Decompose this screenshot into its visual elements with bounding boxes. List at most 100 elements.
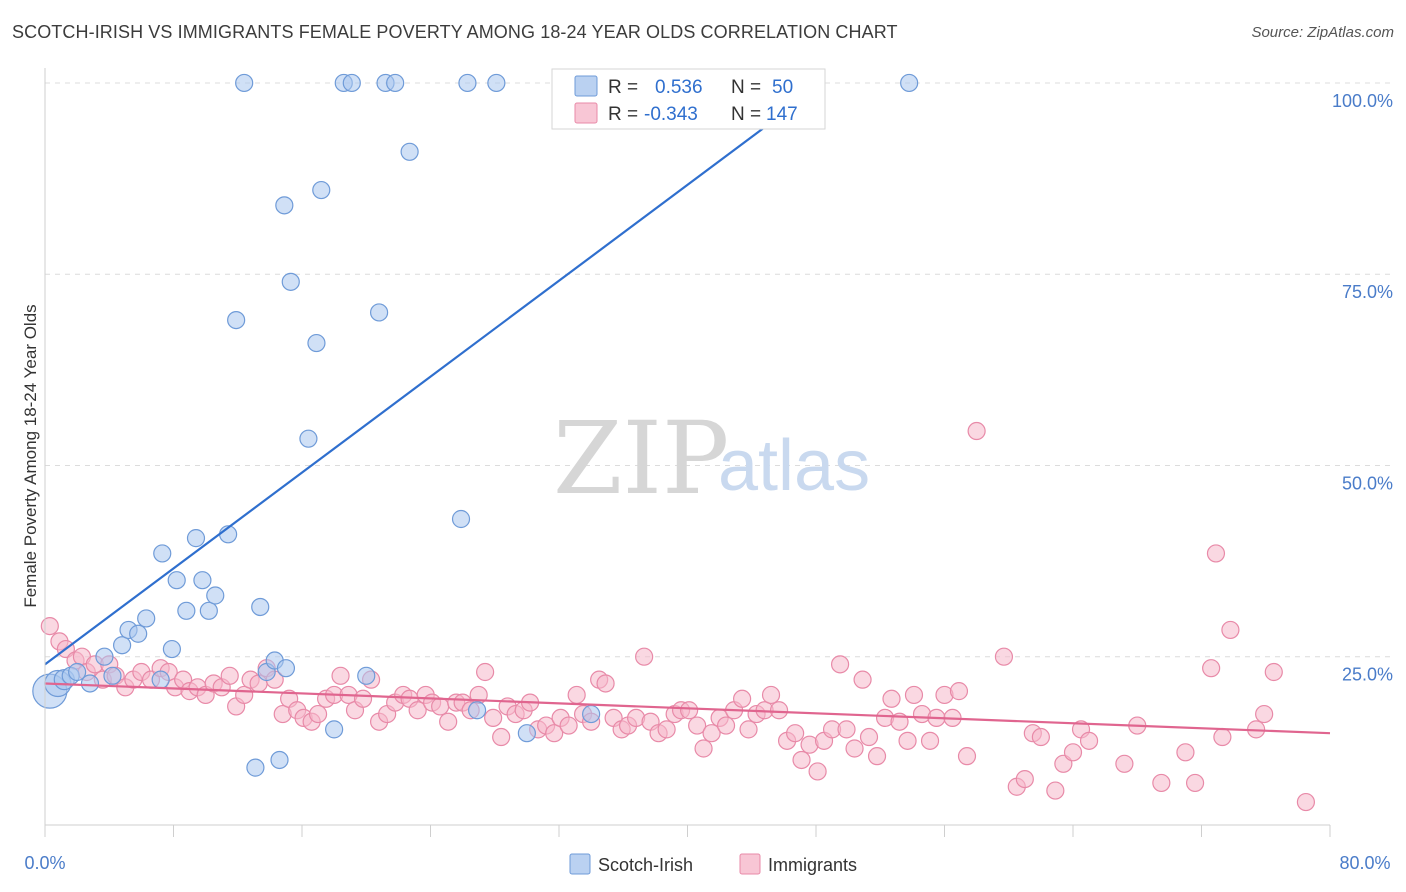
y-tick-label: 25.0% [1342, 665, 1393, 685]
scotch-irish-point [467, 701, 487, 720]
immigrants-point [545, 724, 564, 743]
immigrants-point [808, 762, 827, 781]
immigrants-point [949, 682, 969, 701]
immigrants-point [786, 724, 805, 743]
immigrants-point [733, 689, 752, 708]
immigrants-point [353, 689, 373, 708]
scotch-irish-point [199, 601, 218, 620]
immigrants-point [1015, 769, 1034, 789]
legend-n-value-scotch-irish: 50 [772, 77, 793, 98]
scotch-irish-point [167, 571, 186, 590]
immigrants-point [1255, 704, 1274, 724]
y-tick-label: 50.0% [1342, 473, 1393, 493]
legend-swatch-scotch-irish [574, 75, 598, 97]
immigrants-point [680, 701, 699, 720]
immigrants-point [559, 716, 578, 735]
immigrants-point [439, 712, 458, 731]
scotch-irish-trend-line [44, 82, 825, 666]
immigrants-point [567, 685, 586, 705]
scotch-irish-point [900, 73, 919, 93]
immigrants-point [308, 704, 328, 724]
bottom-legend-label-immigrants: Immigrants [768, 855, 857, 875]
scotch-irish-point [281, 272, 300, 291]
scotch-irish-points [32, 73, 919, 777]
immigrants-point [596, 674, 615, 693]
immigrants-point [845, 739, 864, 758]
immigrants-point [1031, 727, 1050, 747]
immigrants-point [761, 685, 781, 705]
scotch-irish-point [235, 73, 254, 93]
immigrants-trend-line [44, 682, 1331, 735]
immigrants-point [837, 720, 856, 739]
legend-n-label-immigrants: N = [731, 104, 761, 125]
scotch-irish-point [151, 670, 170, 689]
immigrants-point [1206, 544, 1226, 563]
immigrants-point [859, 727, 879, 747]
y-tick-label: 75.0% [1342, 282, 1393, 302]
immigrants-point [702, 724, 721, 743]
scotch-irish-point [370, 303, 389, 322]
immigrants-point [476, 662, 495, 682]
scotch-irish-point [357, 666, 376, 685]
scotch-irish-point [137, 609, 156, 628]
watermark-zip: ZIP [553, 400, 729, 517]
immigrants-point [1202, 659, 1221, 678]
scotch-irish-point [227, 311, 246, 330]
chart-source: Source: ZipAtlas.com [1251, 24, 1394, 41]
legend-n-value-immigrants: 147 [766, 104, 798, 125]
immigrants-point [431, 697, 450, 716]
immigrants-point [904, 685, 924, 705]
scotch-irish-point [251, 597, 270, 617]
trend-lines [44, 82, 1331, 735]
immigrants-point [1185, 773, 1205, 793]
immigrants-point [235, 685, 254, 705]
legend-r-value-scotch-irish: 0.536 [655, 77, 703, 98]
immigrants-point [1213, 727, 1232, 747]
immigrants-point [1176, 743, 1195, 762]
immigrants-point [967, 421, 986, 441]
series-legend: Scotch-Irish Immigrants [569, 853, 857, 875]
scotch-irish-point [153, 544, 172, 563]
scotch-irish-point [246, 758, 265, 777]
scotch-irish-point [193, 571, 212, 590]
scotch-irish-point [400, 142, 419, 161]
immigrants-point [830, 655, 850, 674]
immigrants-point [867, 747, 887, 766]
scotch-irish-point [582, 704, 601, 724]
bottom-legend-swatch-immigrants [739, 853, 761, 875]
immigrants-point [408, 701, 427, 720]
immigrants-point [920, 731, 940, 750]
immigrants-point [769, 701, 789, 720]
immigrants-point [1063, 743, 1083, 762]
scotch-irish-point [458, 73, 477, 93]
scotch-irish-point [129, 624, 148, 643]
immigrants-point [635, 647, 654, 666]
immigrants-point [1152, 773, 1171, 793]
legend-swatch-immigrants [574, 102, 598, 124]
immigrants-point [1264, 662, 1283, 682]
bottom-legend-swatch-scotch-irish [569, 853, 591, 875]
watermark-atlas: atlas [718, 426, 870, 506]
immigrants-point [492, 727, 511, 747]
immigrants-point [331, 666, 350, 685]
immigrants-point [220, 666, 239, 685]
bottom-legend-label-scotch-irish: Scotch-Irish [598, 855, 693, 875]
grid-layer: 25.0% 50.0% 75.0% 100.0% [45, 82, 1395, 685]
immigrants-point [957, 747, 977, 766]
x-tick-label-min: 0.0% [24, 853, 65, 873]
immigrants-point [657, 720, 676, 739]
scotch-irish-point [276, 659, 296, 678]
scotch-irish-point [80, 674, 100, 693]
scotch-irish-point [451, 509, 471, 529]
scotch-irish-point [299, 429, 318, 448]
legend-n-label-scotch-irish: N = [731, 77, 761, 98]
y-tick-label: 100.0% [1332, 91, 1393, 111]
legend-r-label-scotch-irish: R = [608, 77, 638, 98]
scotch-irish-point [103, 666, 122, 685]
axis-layer: 0.0% 80.0% [24, 68, 1391, 873]
immigrants-point [853, 670, 872, 689]
scotch-irish-point [95, 647, 114, 666]
immigrants-point [1115, 754, 1134, 773]
immigrants-point [792, 750, 811, 770]
